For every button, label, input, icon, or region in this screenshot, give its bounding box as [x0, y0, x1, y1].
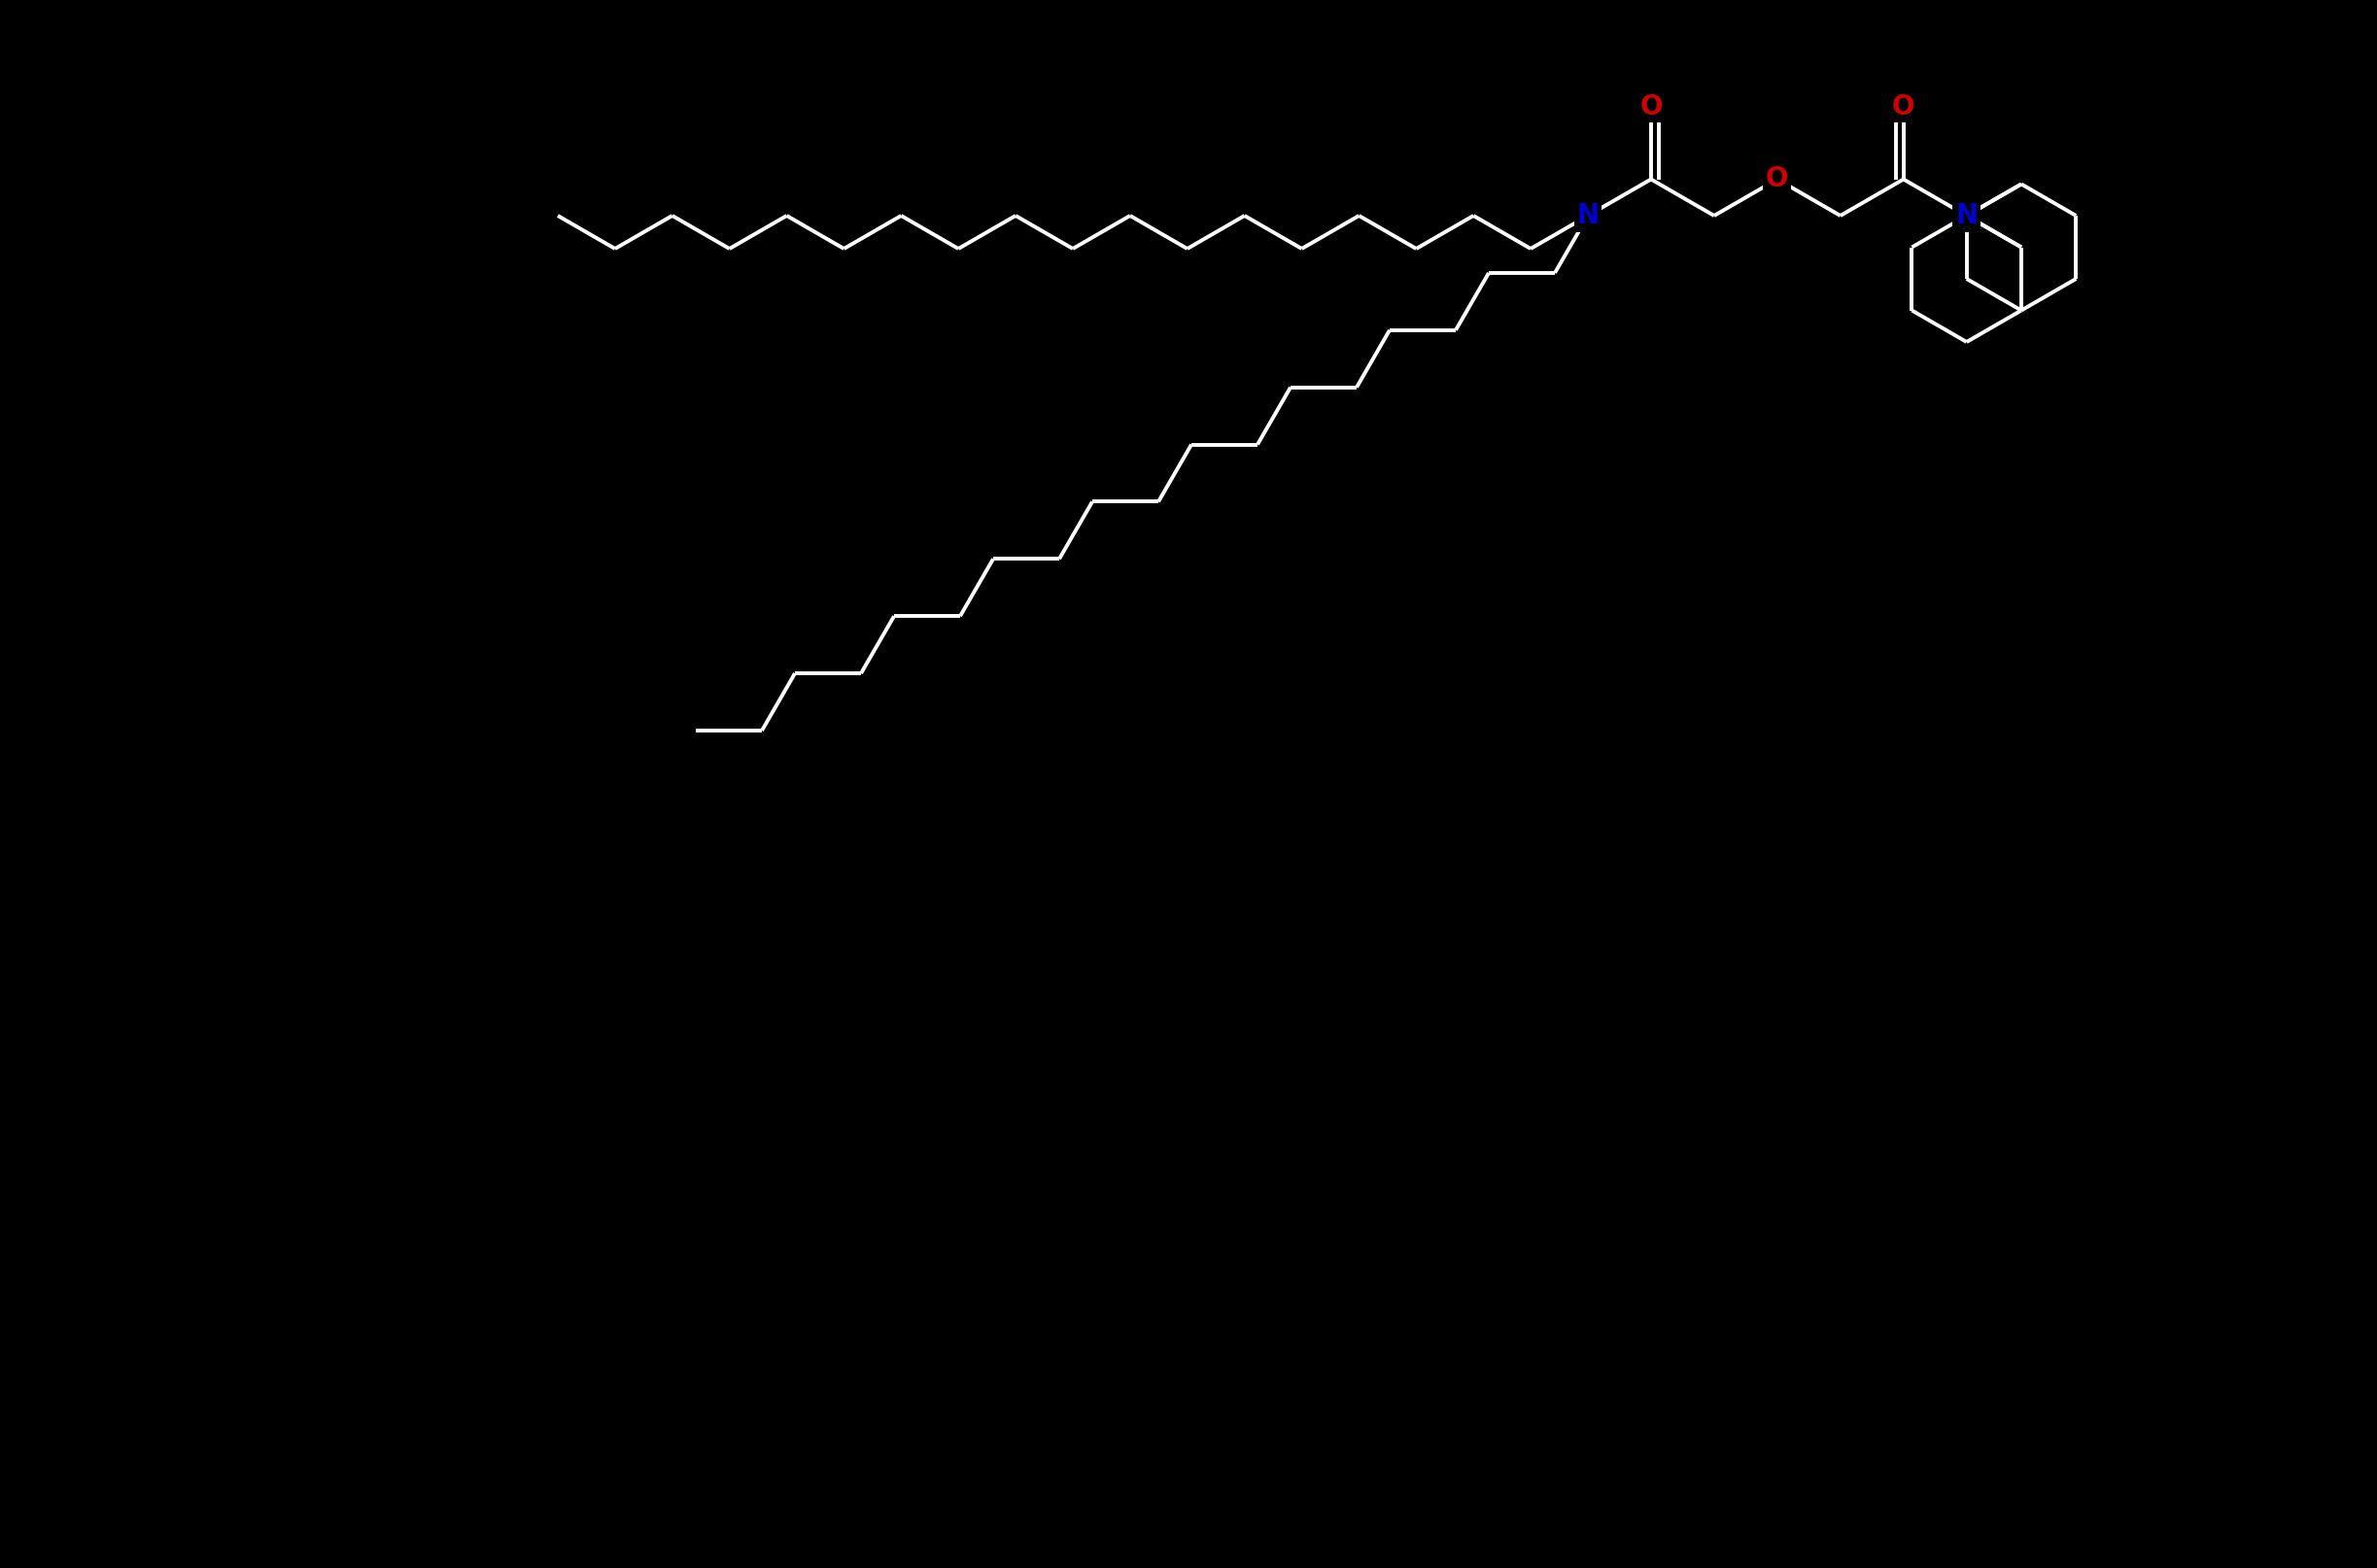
- Text: O: O: [1892, 93, 1916, 121]
- Text: N: N: [1956, 202, 1978, 229]
- Text: O: O: [1640, 93, 1662, 121]
- Text: O: O: [1766, 166, 1788, 193]
- Text: N: N: [1576, 202, 1600, 229]
